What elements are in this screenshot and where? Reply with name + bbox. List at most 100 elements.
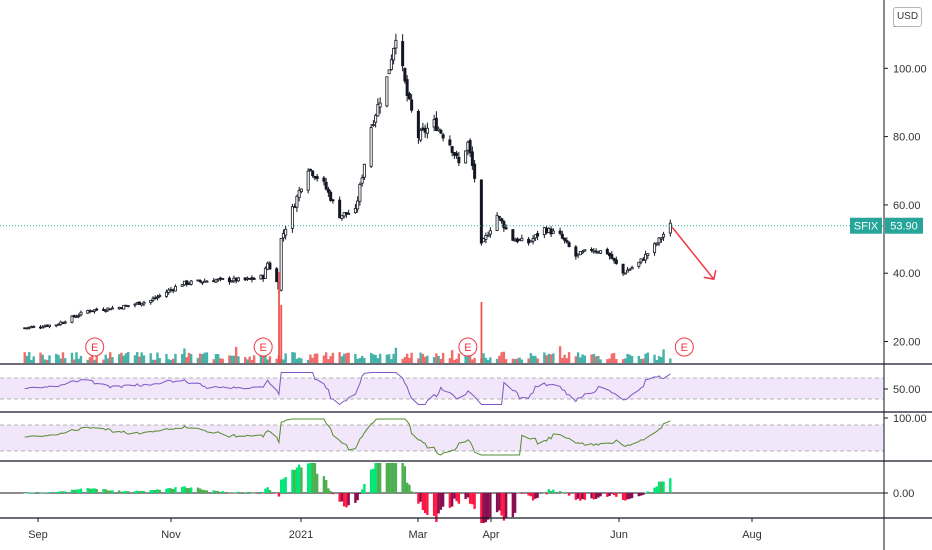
momentum-bar bbox=[657, 481, 661, 493]
volume-bar bbox=[390, 359, 393, 363]
momentum-bar bbox=[482, 493, 485, 523]
time-tick-label: Jun bbox=[610, 529, 628, 541]
candle-up bbox=[376, 104, 380, 117]
momentum-bar bbox=[363, 483, 366, 493]
momentum-bar bbox=[513, 493, 517, 513]
volume-bar bbox=[426, 355, 429, 363]
candle-up bbox=[623, 272, 627, 275]
momentum-bar bbox=[660, 481, 663, 493]
momentum-bar bbox=[345, 493, 348, 508]
candle-down bbox=[95, 308, 99, 311]
momentum-bar bbox=[151, 490, 155, 493]
candle-down bbox=[315, 176, 319, 180]
candle-up bbox=[581, 251, 585, 254]
candle-up bbox=[646, 253, 650, 256]
candle-down bbox=[324, 181, 328, 190]
volume-bar bbox=[259, 353, 263, 363]
volume-bar bbox=[345, 353, 348, 363]
momentum-bar bbox=[104, 489, 107, 493]
volume-bar bbox=[581, 354, 584, 363]
candle-down bbox=[221, 278, 225, 280]
candle-up bbox=[167, 289, 171, 293]
volume-bar bbox=[653, 354, 656, 363]
volume-bar bbox=[439, 358, 443, 363]
momentum-bar bbox=[518, 493, 521, 494]
candle-up bbox=[657, 237, 661, 244]
momentum-bar bbox=[374, 463, 377, 493]
candle-up bbox=[655, 242, 659, 245]
momentum-bar bbox=[466, 493, 470, 498]
volume-bar bbox=[120, 352, 123, 363]
volume-bar bbox=[660, 357, 663, 363]
candle-up bbox=[653, 243, 657, 254]
volume-bar bbox=[347, 352, 350, 363]
candle-up bbox=[306, 170, 310, 191]
candle-down bbox=[497, 216, 501, 218]
momentum-bar bbox=[140, 490, 143, 493]
volume-bar bbox=[59, 358, 62, 363]
momentum-bar bbox=[646, 491, 650, 493]
momentum-bar bbox=[608, 493, 611, 496]
momentum-bar bbox=[248, 492, 251, 493]
earnings-label: E bbox=[681, 342, 688, 354]
volume-bar bbox=[360, 355, 364, 363]
candle-up bbox=[484, 234, 488, 240]
volume-bar bbox=[243, 357, 247, 363]
earnings-circle bbox=[253, 337, 273, 357]
volume-bar bbox=[324, 352, 328, 363]
volume-bar bbox=[75, 352, 78, 363]
symbol-badge bbox=[850, 217, 882, 234]
candle-down bbox=[322, 177, 326, 182]
momentum-bar bbox=[118, 490, 121, 493]
volume-bar bbox=[306, 359, 310, 363]
momentum-bar bbox=[401, 463, 404, 493]
volume-bar bbox=[246, 359, 249, 363]
momentum-bar bbox=[579, 493, 582, 501]
candle-up bbox=[297, 190, 301, 199]
volume-bar bbox=[196, 357, 200, 363]
rsi-pane bbox=[0, 371, 884, 406]
candle-up bbox=[164, 291, 168, 297]
volume-bar bbox=[482, 353, 485, 363]
candle-down bbox=[405, 79, 409, 96]
candle-up bbox=[668, 222, 672, 234]
volume-bar bbox=[55, 353, 58, 363]
volume-bar bbox=[637, 355, 641, 363]
volume-bar bbox=[513, 359, 517, 363]
volume-spike bbox=[278, 272, 280, 363]
volume-bar bbox=[86, 359, 89, 363]
momentum-bar bbox=[165, 488, 168, 493]
momentum-bar bbox=[338, 493, 341, 502]
currency-badge[interactable]: USD bbox=[893, 7, 922, 27]
momentum-bar bbox=[408, 484, 411, 493]
momentum-bar bbox=[405, 482, 409, 493]
volume-bar bbox=[610, 353, 614, 363]
momentum-bar bbox=[23, 493, 26, 494]
candle-up bbox=[299, 188, 303, 192]
price-tick-label: 60.00 bbox=[893, 200, 921, 212]
candle-up bbox=[110, 307, 114, 310]
momentum-bar bbox=[277, 493, 281, 497]
candle-down bbox=[500, 218, 504, 222]
momentum-bar bbox=[606, 493, 609, 497]
volume-bar bbox=[369, 352, 373, 363]
earnings-marker: E bbox=[85, 337, 105, 357]
candle-down bbox=[252, 278, 256, 280]
momentum-bar bbox=[480, 493, 483, 523]
candle-down bbox=[227, 277, 231, 283]
candle-up bbox=[236, 277, 240, 282]
volume-bar bbox=[489, 357, 492, 363]
candle-down bbox=[563, 237, 567, 241]
momentum-bar bbox=[565, 493, 569, 494]
price-pane bbox=[0, 33, 884, 363]
volume-bar bbox=[230, 355, 233, 363]
volume-bar bbox=[124, 353, 128, 363]
momentum-bar bbox=[500, 493, 503, 516]
candle-down bbox=[416, 110, 420, 139]
candle-up bbox=[378, 102, 382, 108]
volume-bar bbox=[79, 355, 83, 363]
momentum-bar bbox=[95, 489, 98, 493]
momentum-bar bbox=[615, 493, 618, 497]
volume-bar bbox=[547, 353, 551, 363]
candle-up bbox=[626, 269, 630, 273]
